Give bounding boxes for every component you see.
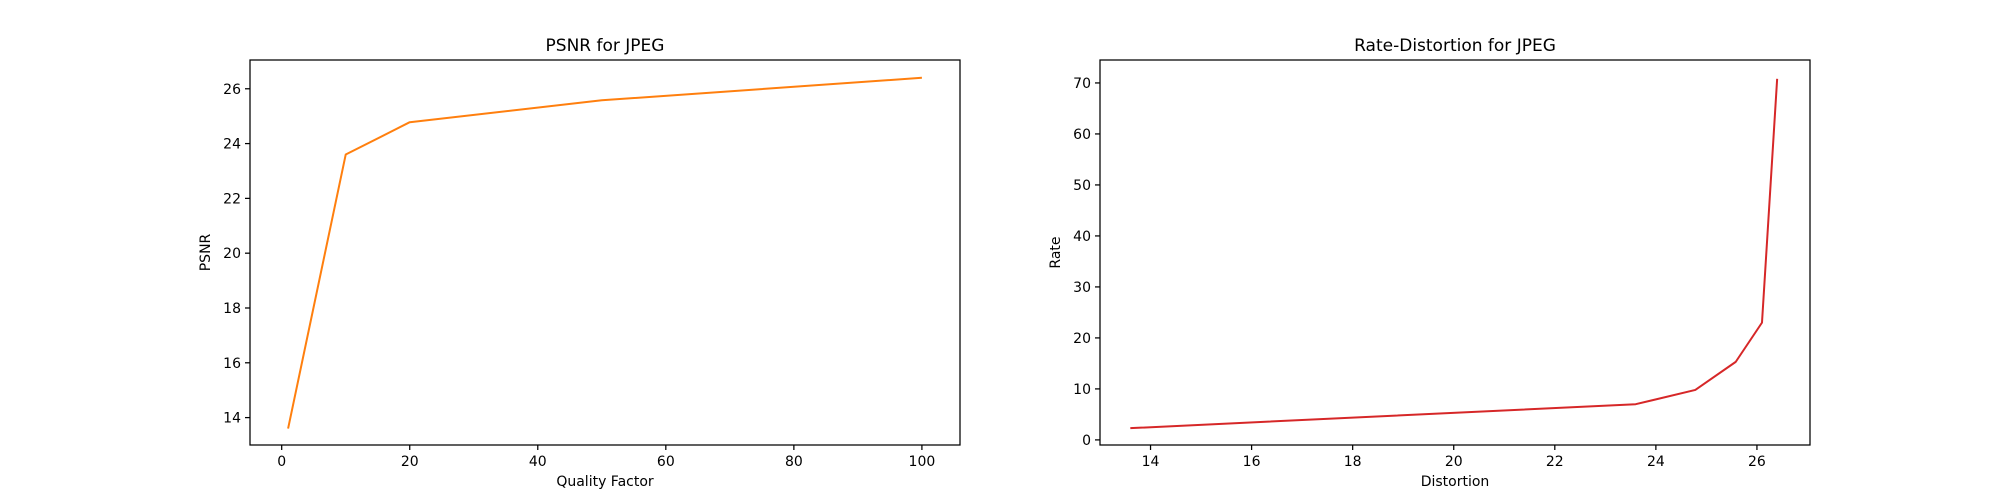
series-line-rate bbox=[1130, 78, 1779, 430]
x-tick-label: 18 bbox=[1344, 454, 1362, 470]
x-axis-label: Distortion bbox=[1421, 474, 1490, 490]
plot-frame bbox=[1099, 59, 1811, 446]
y-tick-label: 16 bbox=[223, 356, 241, 372]
tick-group: 14 16 18 20 22 24 26 0 10 20 30 40 50 60 70 bbox=[1073, 76, 1766, 470]
x-tick-label: 100 bbox=[909, 454, 936, 470]
y-tick-label: 30 bbox=[1073, 280, 1091, 296]
y-tick-label: 18 bbox=[223, 301, 241, 317]
series-group bbox=[1130, 78, 1779, 430]
tick-group: 0 20 40 60 80 100 14 16 18 20 22 24 26 bbox=[223, 82, 935, 470]
x-tick-label: 20 bbox=[1445, 454, 1463, 470]
series-group bbox=[287, 76, 922, 429]
y-tick-label: 0 bbox=[1082, 433, 1091, 449]
psnr-chart: PSNR for JPEG Quality Factor PSNR 0 20 40 6… bbox=[198, 36, 961, 490]
plot-frame bbox=[249, 59, 961, 446]
rate-distortion-chart: Rate-Distortion for JPEG Distortion Rate… bbox=[1048, 36, 1811, 490]
y-tick-label: 40 bbox=[1073, 229, 1091, 245]
y-axis-label: Rate bbox=[1048, 236, 1064, 268]
y-tick-label: 20 bbox=[223, 246, 241, 262]
y-tick-label: 60 bbox=[1073, 127, 1091, 143]
y-axis-label: PSNR bbox=[198, 233, 214, 271]
x-tick-label: 80 bbox=[785, 454, 803, 470]
x-tick-label: 60 bbox=[657, 454, 675, 470]
x-tick-label: 24 bbox=[1647, 454, 1665, 470]
chart-title: Rate-Distortion for JPEG bbox=[1354, 36, 1556, 56]
x-tick-label: 40 bbox=[529, 454, 547, 470]
y-tick-label: 24 bbox=[223, 137, 241, 153]
x-tick-label: 22 bbox=[1546, 454, 1564, 470]
x-tick-label: 0 bbox=[277, 454, 286, 470]
y-tick-label: 50 bbox=[1073, 178, 1091, 194]
x-axis-label: Quality Factor bbox=[556, 474, 654, 490]
x-tick-label: 20 bbox=[401, 454, 419, 470]
x-tick-label: 16 bbox=[1243, 454, 1261, 470]
y-tick-label: 20 bbox=[1073, 331, 1091, 347]
y-tick-label: 26 bbox=[223, 82, 241, 98]
x-tick-label: 26 bbox=[1748, 454, 1766, 470]
chart-title: PSNR for JPEG bbox=[546, 36, 665, 56]
y-tick-label: 22 bbox=[223, 191, 241, 207]
y-tick-label: 14 bbox=[223, 411, 241, 427]
y-tick-label: 10 bbox=[1073, 382, 1091, 398]
series-line-psnr bbox=[287, 76, 922, 429]
y-tick-label: 70 bbox=[1073, 76, 1091, 92]
x-tick-label: 14 bbox=[1142, 454, 1160, 470]
